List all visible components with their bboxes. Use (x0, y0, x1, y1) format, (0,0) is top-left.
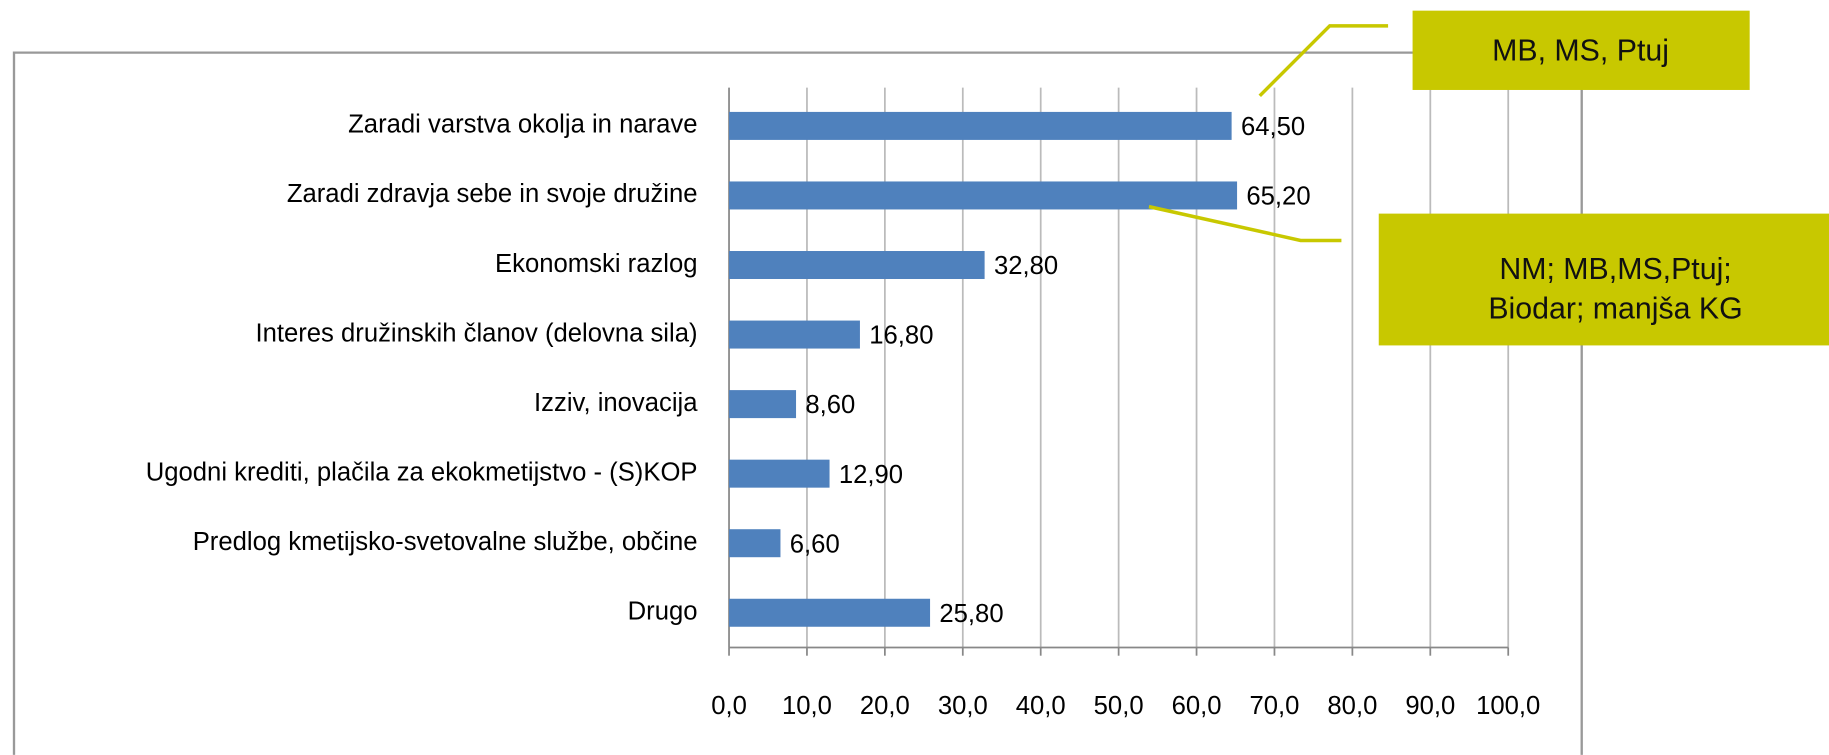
bar (729, 320, 860, 349)
callout-line (1258, 24, 1389, 98)
bar (729, 598, 931, 627)
data-label: 25,80 (939, 600, 1003, 628)
data-label: 65,20 (1246, 183, 1310, 211)
data-label: 8,60 (805, 391, 855, 419)
y-tick-label: Interes družinskih članov (delovna sila) (255, 319, 697, 347)
x-tick-label: 60,0 (1172, 692, 1222, 720)
bar (729, 251, 985, 280)
data-label: 16,80 (869, 322, 933, 350)
annotation: NM; MB,MS,Ptuj; (1499, 253, 1731, 286)
bar (729, 529, 781, 558)
bar (729, 390, 797, 419)
x-tick-label: 100,0 (1476, 692, 1540, 720)
bar (729, 111, 1232, 140)
y-tick-label: Ekonomski razlog (495, 250, 697, 278)
x-tick-label: 30,0 (938, 692, 988, 720)
x-tick-label: 90,0 (1405, 692, 1455, 720)
callout-box (1378, 213, 1829, 346)
bar (729, 181, 1238, 210)
x-tick-label: 0,0 (711, 692, 747, 720)
data-label: 6,60 (790, 530, 840, 558)
annotation: MB, MS, Ptuj (1492, 35, 1669, 68)
data-label: 12,90 (839, 461, 903, 489)
x-tick-label: 40,0 (1016, 692, 1066, 720)
annotation: Biodar; manjša KG (1488, 292, 1742, 325)
y-tick-label: Drugo (628, 598, 698, 626)
data-label: 64,50 (1241, 113, 1305, 141)
y-tick-label: Predlog kmetijsko-svetovalne službe, obč… (193, 528, 698, 556)
x-tick-label: 80,0 (1327, 692, 1377, 720)
y-tick-label: Izziv, inovacija (534, 389, 698, 417)
x-tick-label: 10,0 (782, 692, 832, 720)
x-tick-label: 20,0 (860, 692, 910, 720)
x-tick-label: 70,0 (1249, 692, 1299, 720)
y-tick-label: Zaradi varstva okolja in narave (348, 111, 697, 139)
y-tick-label: Zaradi zdravja sebe in svoje družine (287, 180, 698, 208)
y-tick-label: Ugodni krediti, plačila za ekokmetijstvo… (146, 458, 698, 486)
plot-area: 0,0 10,0 20,0 30,0 40,0 50,0 60,0 70,0 80,0 90,0 1… (146, 87, 1540, 720)
x-tick-label: 50,0 (1094, 692, 1144, 720)
data-label: 32,80 (994, 252, 1058, 280)
chart-frame (12, 51, 1583, 755)
callout-line (1148, 204, 1342, 243)
callout-box (1412, 10, 1750, 90)
bar (729, 459, 830, 488)
